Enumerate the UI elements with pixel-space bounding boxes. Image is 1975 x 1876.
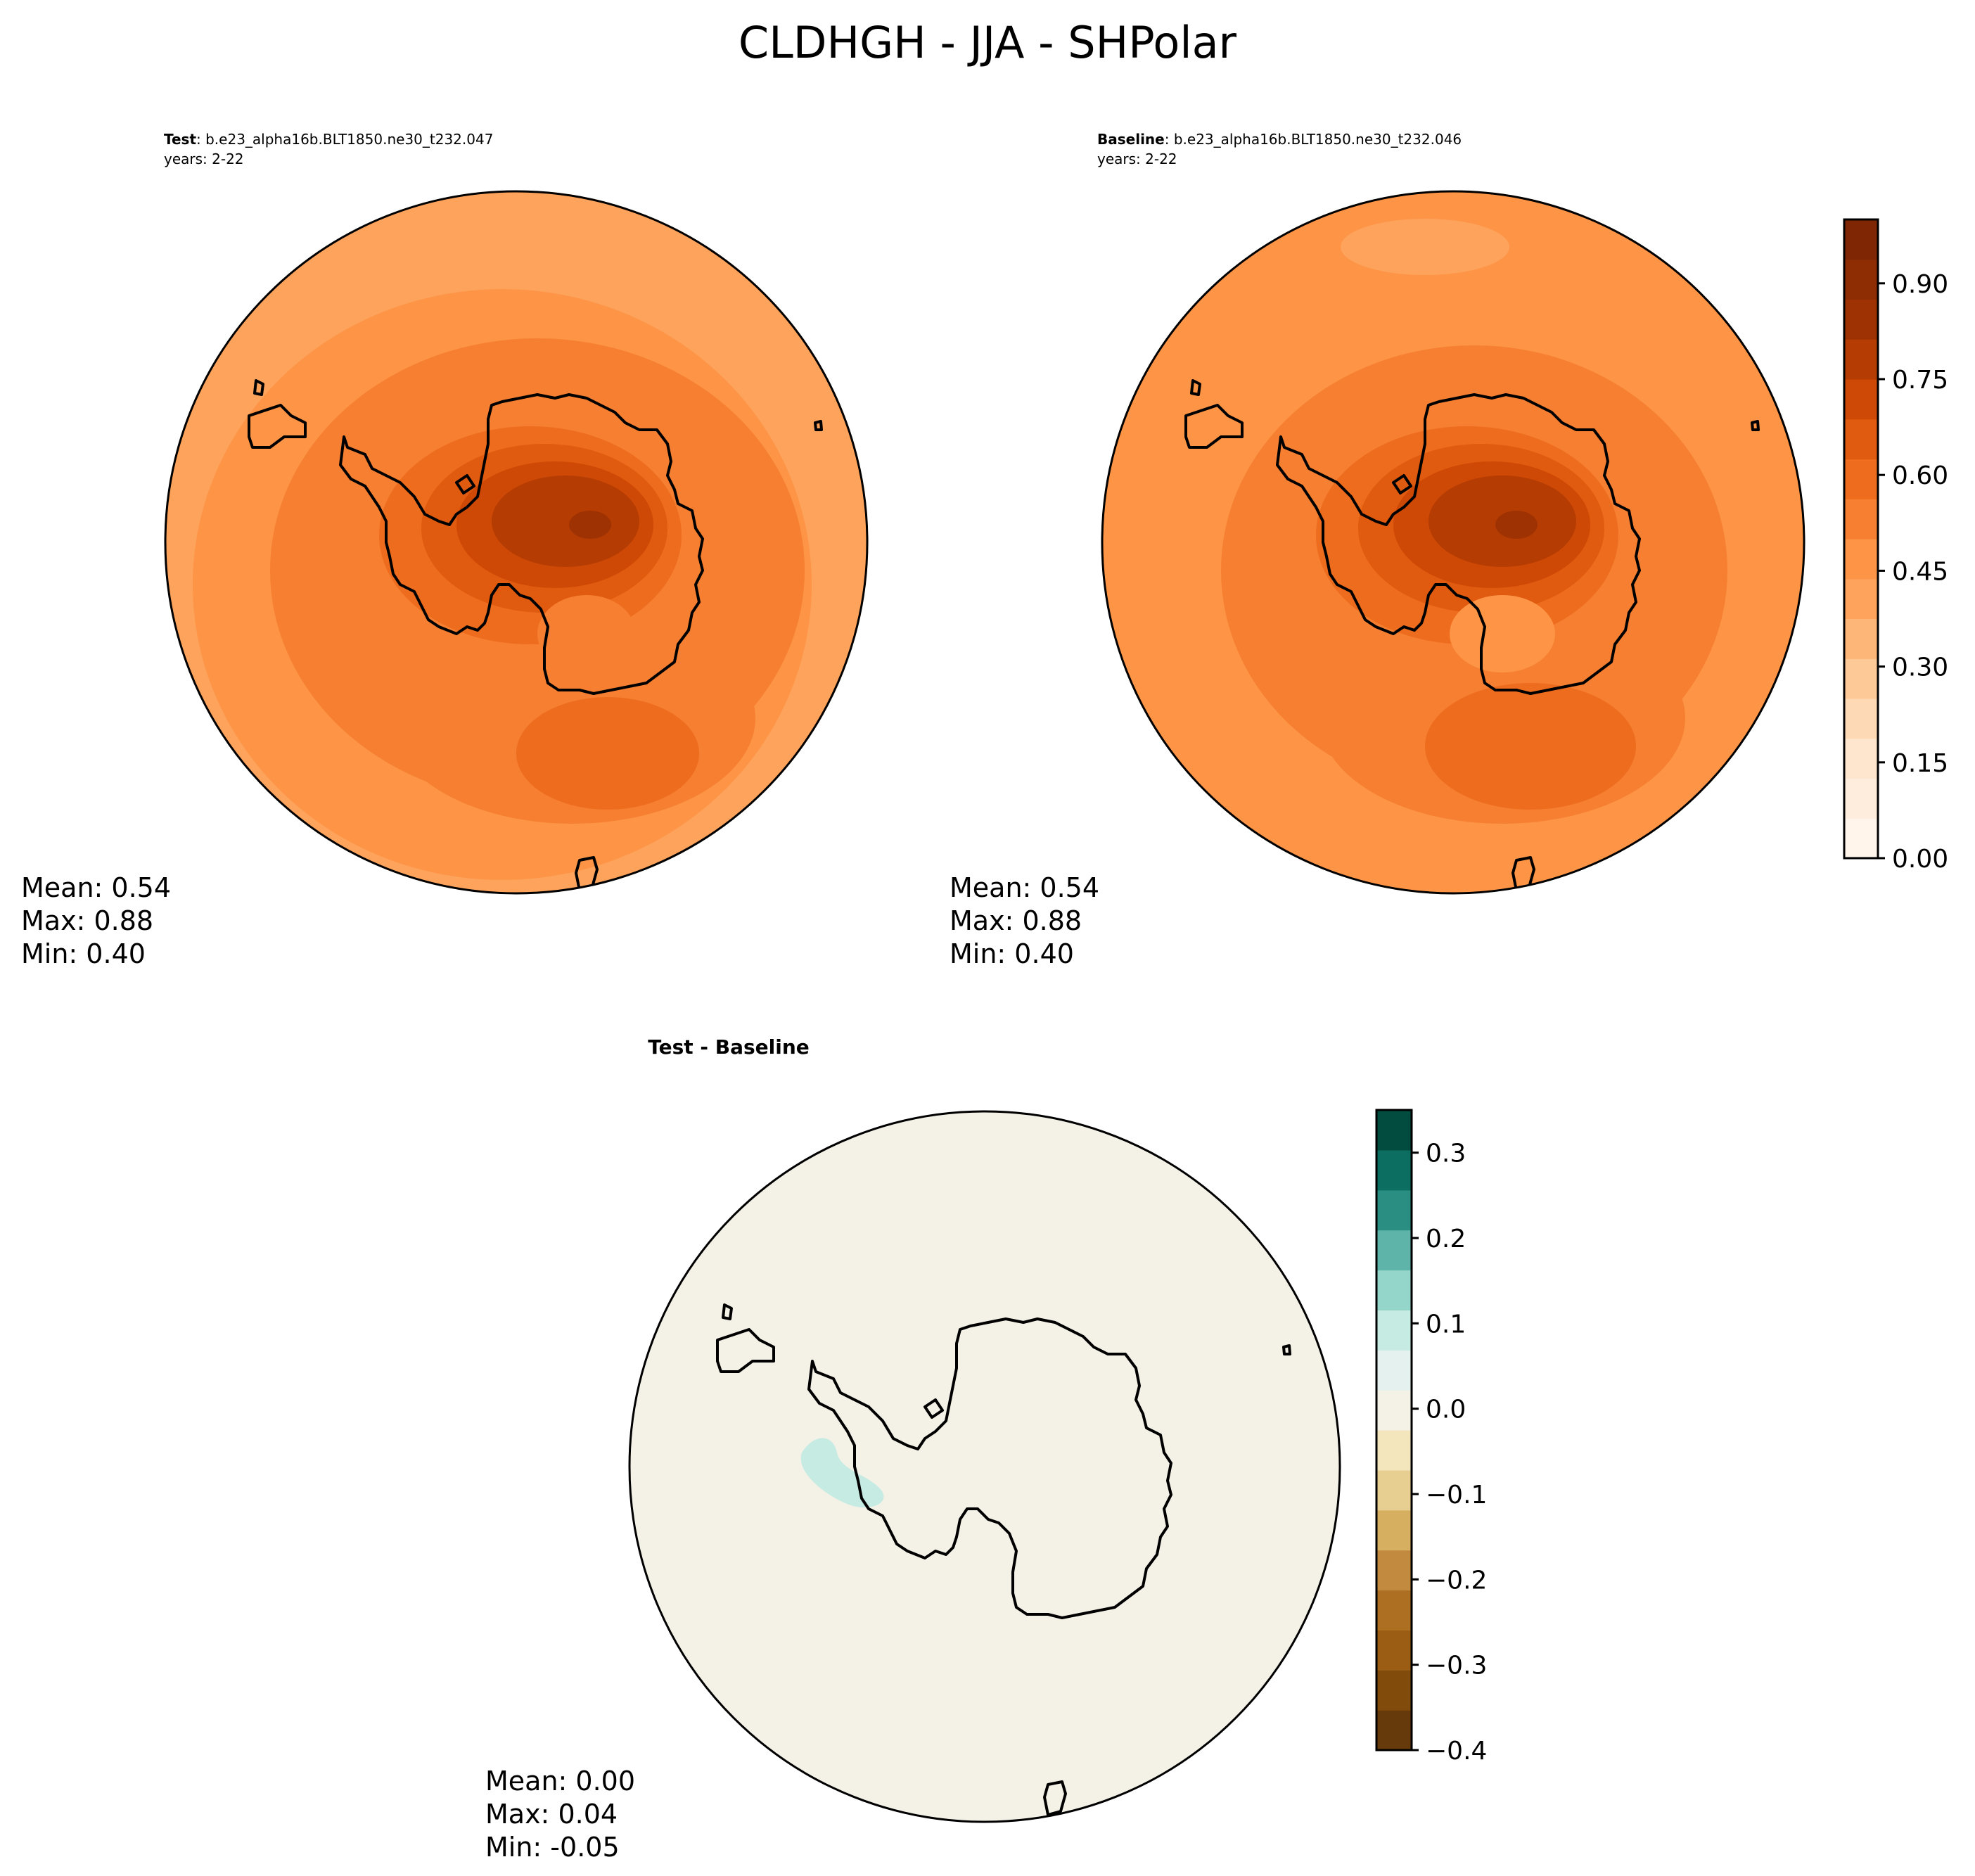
- test-stat-max: Max: 0.88: [21, 905, 153, 936]
- difference-colorbar-tick-label: −0.2: [1426, 1566, 1487, 1595]
- difference-colorbar-segment: [1376, 1469, 1412, 1511]
- field-level: [1341, 219, 1509, 275]
- value-colorbar-segment: [1844, 299, 1878, 340]
- diff-positive-region: [914, 1200, 965, 1222]
- value-colorbar-segment: [1844, 738, 1878, 779]
- baseline-map: [1102, 191, 1804, 893]
- difference-colorbar-tick-label: 0.2: [1426, 1225, 1466, 1253]
- figure-title: CLDHGH - JJA - SHPolar: [739, 17, 1237, 68]
- baseline-label-rest: : b.e23_alpha16b.BLT1850.ne30_t232.046: [1165, 131, 1462, 148]
- value-colorbar-tick-label: 0.60: [1892, 461, 1948, 490]
- diff-positive-region-strong: [800, 1438, 884, 1508]
- test-panel: Test: b.e23_alpha16b.BLT1850.ne30_t232.0…: [21, 131, 869, 969]
- difference-panel: Test - Baseline Mean: 0.00 Max: 0.04 Min…: [485, 1035, 1487, 1863]
- baseline-panel: Baseline: b.e23_alpha16b.BLT1850.ne30_t2…: [950, 131, 1948, 969]
- difference-colorbar-segment: [1376, 1110, 1412, 1151]
- difference-label: Test - Baseline: [648, 1035, 810, 1059]
- value-colorbar-segment: [1844, 818, 1878, 859]
- value-colorbar-segment: [1844, 618, 1878, 659]
- value-colorbar-segment: [1844, 499, 1878, 540]
- test-map: [165, 191, 867, 893]
- difference-colorbar-segment: [1376, 1510, 1412, 1551]
- difference-colorbar-segment: [1376, 1630, 1412, 1671]
- baseline-field-contours: [1151, 219, 1741, 866]
- difference-colorbar-segment: [1376, 1189, 1412, 1231]
- difference-colorbar-tick-label: 0.3: [1426, 1140, 1466, 1168]
- value-colorbar-segment: [1844, 539, 1878, 580]
- difference-colorbar-frame: [1375, 1109, 1413, 1751]
- test-map-boundary: [164, 190, 869, 895]
- field-level: [1495, 511, 1538, 539]
- value-colorbar-segment: [1844, 658, 1878, 699]
- field-level: [516, 697, 699, 810]
- baseline-map-boundary: [1101, 190, 1805, 895]
- value-colorbar-segment: [1844, 259, 1878, 300]
- value-colorbar-tick-label: 0.45: [1892, 557, 1948, 586]
- value-colorbar-segment: [1844, 339, 1878, 380]
- value-colorbar-tick-label: 0.75: [1892, 366, 1948, 395]
- baseline-years: years: 2-22: [1097, 151, 1177, 167]
- difference-positive-regions: [698, 1181, 1340, 1822]
- difference-colorbar-segment: [1376, 1670, 1412, 1711]
- baseline-label-bold: Baseline: [1097, 131, 1165, 148]
- value-colorbar-segment: [1844, 698, 1878, 739]
- value-colorbar-segment: [1844, 578, 1878, 620]
- value-colorbar-segment: [1844, 379, 1878, 420]
- difference-stat-max: Max: 0.04: [485, 1799, 618, 1830]
- value-colorbar-frame: [1843, 218, 1879, 860]
- baseline-label: Baseline: b.e23_alpha16b.BLT1850.ne30_t2…: [1097, 131, 1462, 148]
- difference-colorbar-segment: [1376, 1390, 1412, 1431]
- difference-stat-min: Min: -0.05: [485, 1832, 620, 1863]
- test-label-rest: : b.e23_alpha16b.BLT1850.ne30_t232.047: [196, 131, 493, 148]
- baseline-stat-min: Min: 0.40: [950, 938, 1074, 969]
- test-label: Test: b.e23_alpha16b.BLT1850.ne30_t232.0…: [164, 131, 493, 148]
- test-label-bold: Test: [164, 131, 196, 148]
- diff-positive-region: [812, 1235, 874, 1280]
- diff-positive-region: [864, 1431, 961, 1510]
- difference-colorbar: −0.4 −0.3 −0.2 −0.1 0.0 0.1 0.2 0.3: [1375, 1109, 1487, 1766]
- baseline-stat-max: Max: 0.88: [950, 905, 1082, 936]
- value-colorbar-segment: [1844, 219, 1878, 260]
- difference-map-boundary: [628, 1110, 1341, 1823]
- difference-colorbar-segment: [1376, 1310, 1412, 1351]
- difference-colorbar-tick-label: 0.0: [1426, 1396, 1466, 1424]
- test-stat-mean: Mean: 0.54: [21, 872, 171, 903]
- difference-colorbar-segment: [1376, 1149, 1412, 1191]
- difference-colorbar-tick-label: −0.1: [1426, 1481, 1487, 1510]
- value-colorbar-segment: [1844, 419, 1878, 460]
- baseline-stat-mean: Mean: 0.54: [950, 872, 1099, 903]
- value-colorbar-tick-label: 0.90: [1892, 270, 1948, 299]
- difference-colorbar-segment: [1376, 1270, 1412, 1310]
- difference-colorbar-segment: [1376, 1430, 1412, 1471]
- field-level: [537, 595, 636, 672]
- value-colorbar: 0.00 0.15 0.30 0.45 0.60 0.75 0.90: [1843, 218, 1948, 874]
- difference-positive-strong: [800, 1438, 884, 1508]
- value-colorbar-tick-label: 0.30: [1892, 653, 1948, 682]
- difference-colorbar-tick-label: 0.1: [1426, 1310, 1466, 1339]
- difference-colorbar-segment: [1376, 1350, 1412, 1391]
- value-colorbar-segment: [1844, 778, 1878, 819]
- difference-colorbar-tick-label: −0.4: [1426, 1737, 1487, 1766]
- field-level: [1450, 595, 1555, 672]
- difference-stat-mean: Mean: 0.00: [485, 1766, 635, 1797]
- field-level: [569, 511, 611, 539]
- difference-colorbar-tick-label: −0.3: [1426, 1652, 1487, 1680]
- difference-colorbar-segment: [1376, 1590, 1412, 1631]
- difference-colorbar-segment: [1376, 1550, 1412, 1591]
- value-colorbar-tick-label: 0.15: [1892, 749, 1948, 778]
- test-stat-min: Min: 0.40: [21, 938, 146, 969]
- difference-colorbar-segment: [1376, 1710, 1412, 1751]
- difference-colorbar-segment: [1376, 1230, 1412, 1271]
- field-level: [1425, 683, 1636, 810]
- value-colorbar-segment: [1844, 459, 1878, 499]
- test-years: years: 2-22: [164, 151, 244, 167]
- difference-map: [629, 1111, 1340, 1822]
- diff-positive-region: [698, 1181, 1340, 1822]
- value-colorbar-tick-label: 0.00: [1892, 845, 1948, 874]
